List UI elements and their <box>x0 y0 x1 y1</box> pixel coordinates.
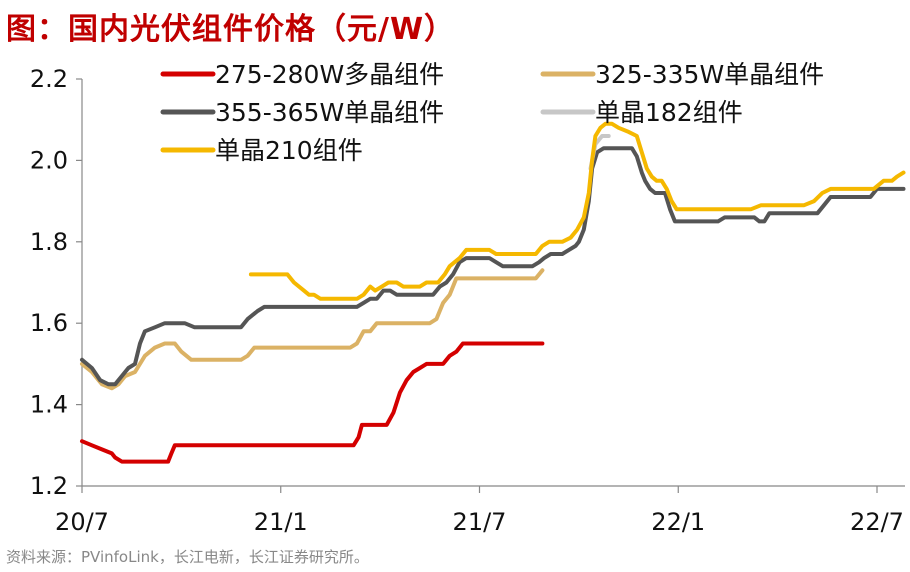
source-note: 资料来源：PVinfoLink，长江电新，长江证券研究所。 <box>6 548 369 566</box>
y-tick-label: 1.8 <box>30 228 68 256</box>
x-tick-label: 22/1 <box>651 508 705 536</box>
x-tick-label: 20/7 <box>55 508 109 536</box>
x-tick-label: 22/7 <box>850 508 904 536</box>
x-tick-label: 21/1 <box>254 508 308 536</box>
y-tick-label: 2.2 <box>30 65 68 93</box>
legend-label: 单晶182组件 <box>595 98 743 127</box>
x-tick-label: 21/7 <box>453 508 507 536</box>
series-line-1 <box>80 268 545 391</box>
y-tick-label: 1.2 <box>30 472 68 500</box>
chart-axes: 1.2 1.4 1.6 1.8 2.0 2.2 20/7 21/1 21/7 22/1 22/7 <box>30 65 905 536</box>
series-line-2 <box>80 146 906 387</box>
legend-label: 355-365W单晶组件 <box>215 98 444 127</box>
legend-label: 单晶210组件 <box>215 136 363 165</box>
chart-legend: 275-280W多晶组件 325-335W单晶组件 355-365W单晶组件 单晶18… <box>160 60 824 165</box>
legend-label: 275-280W多晶组件 <box>215 60 444 89</box>
legend-label: 325-335W单晶组件 <box>595 60 824 89</box>
y-tick-label: 1.6 <box>30 309 68 337</box>
y-tick-label: 2.0 <box>30 146 68 174</box>
series-line-4 <box>248 121 906 301</box>
series-line-0 <box>80 341 545 464</box>
chart-series <box>80 121 906 464</box>
y-tick-label: 1.4 <box>30 391 68 419</box>
chart-title: 图：国内光伏组件价格（元/W） <box>6 12 456 47</box>
